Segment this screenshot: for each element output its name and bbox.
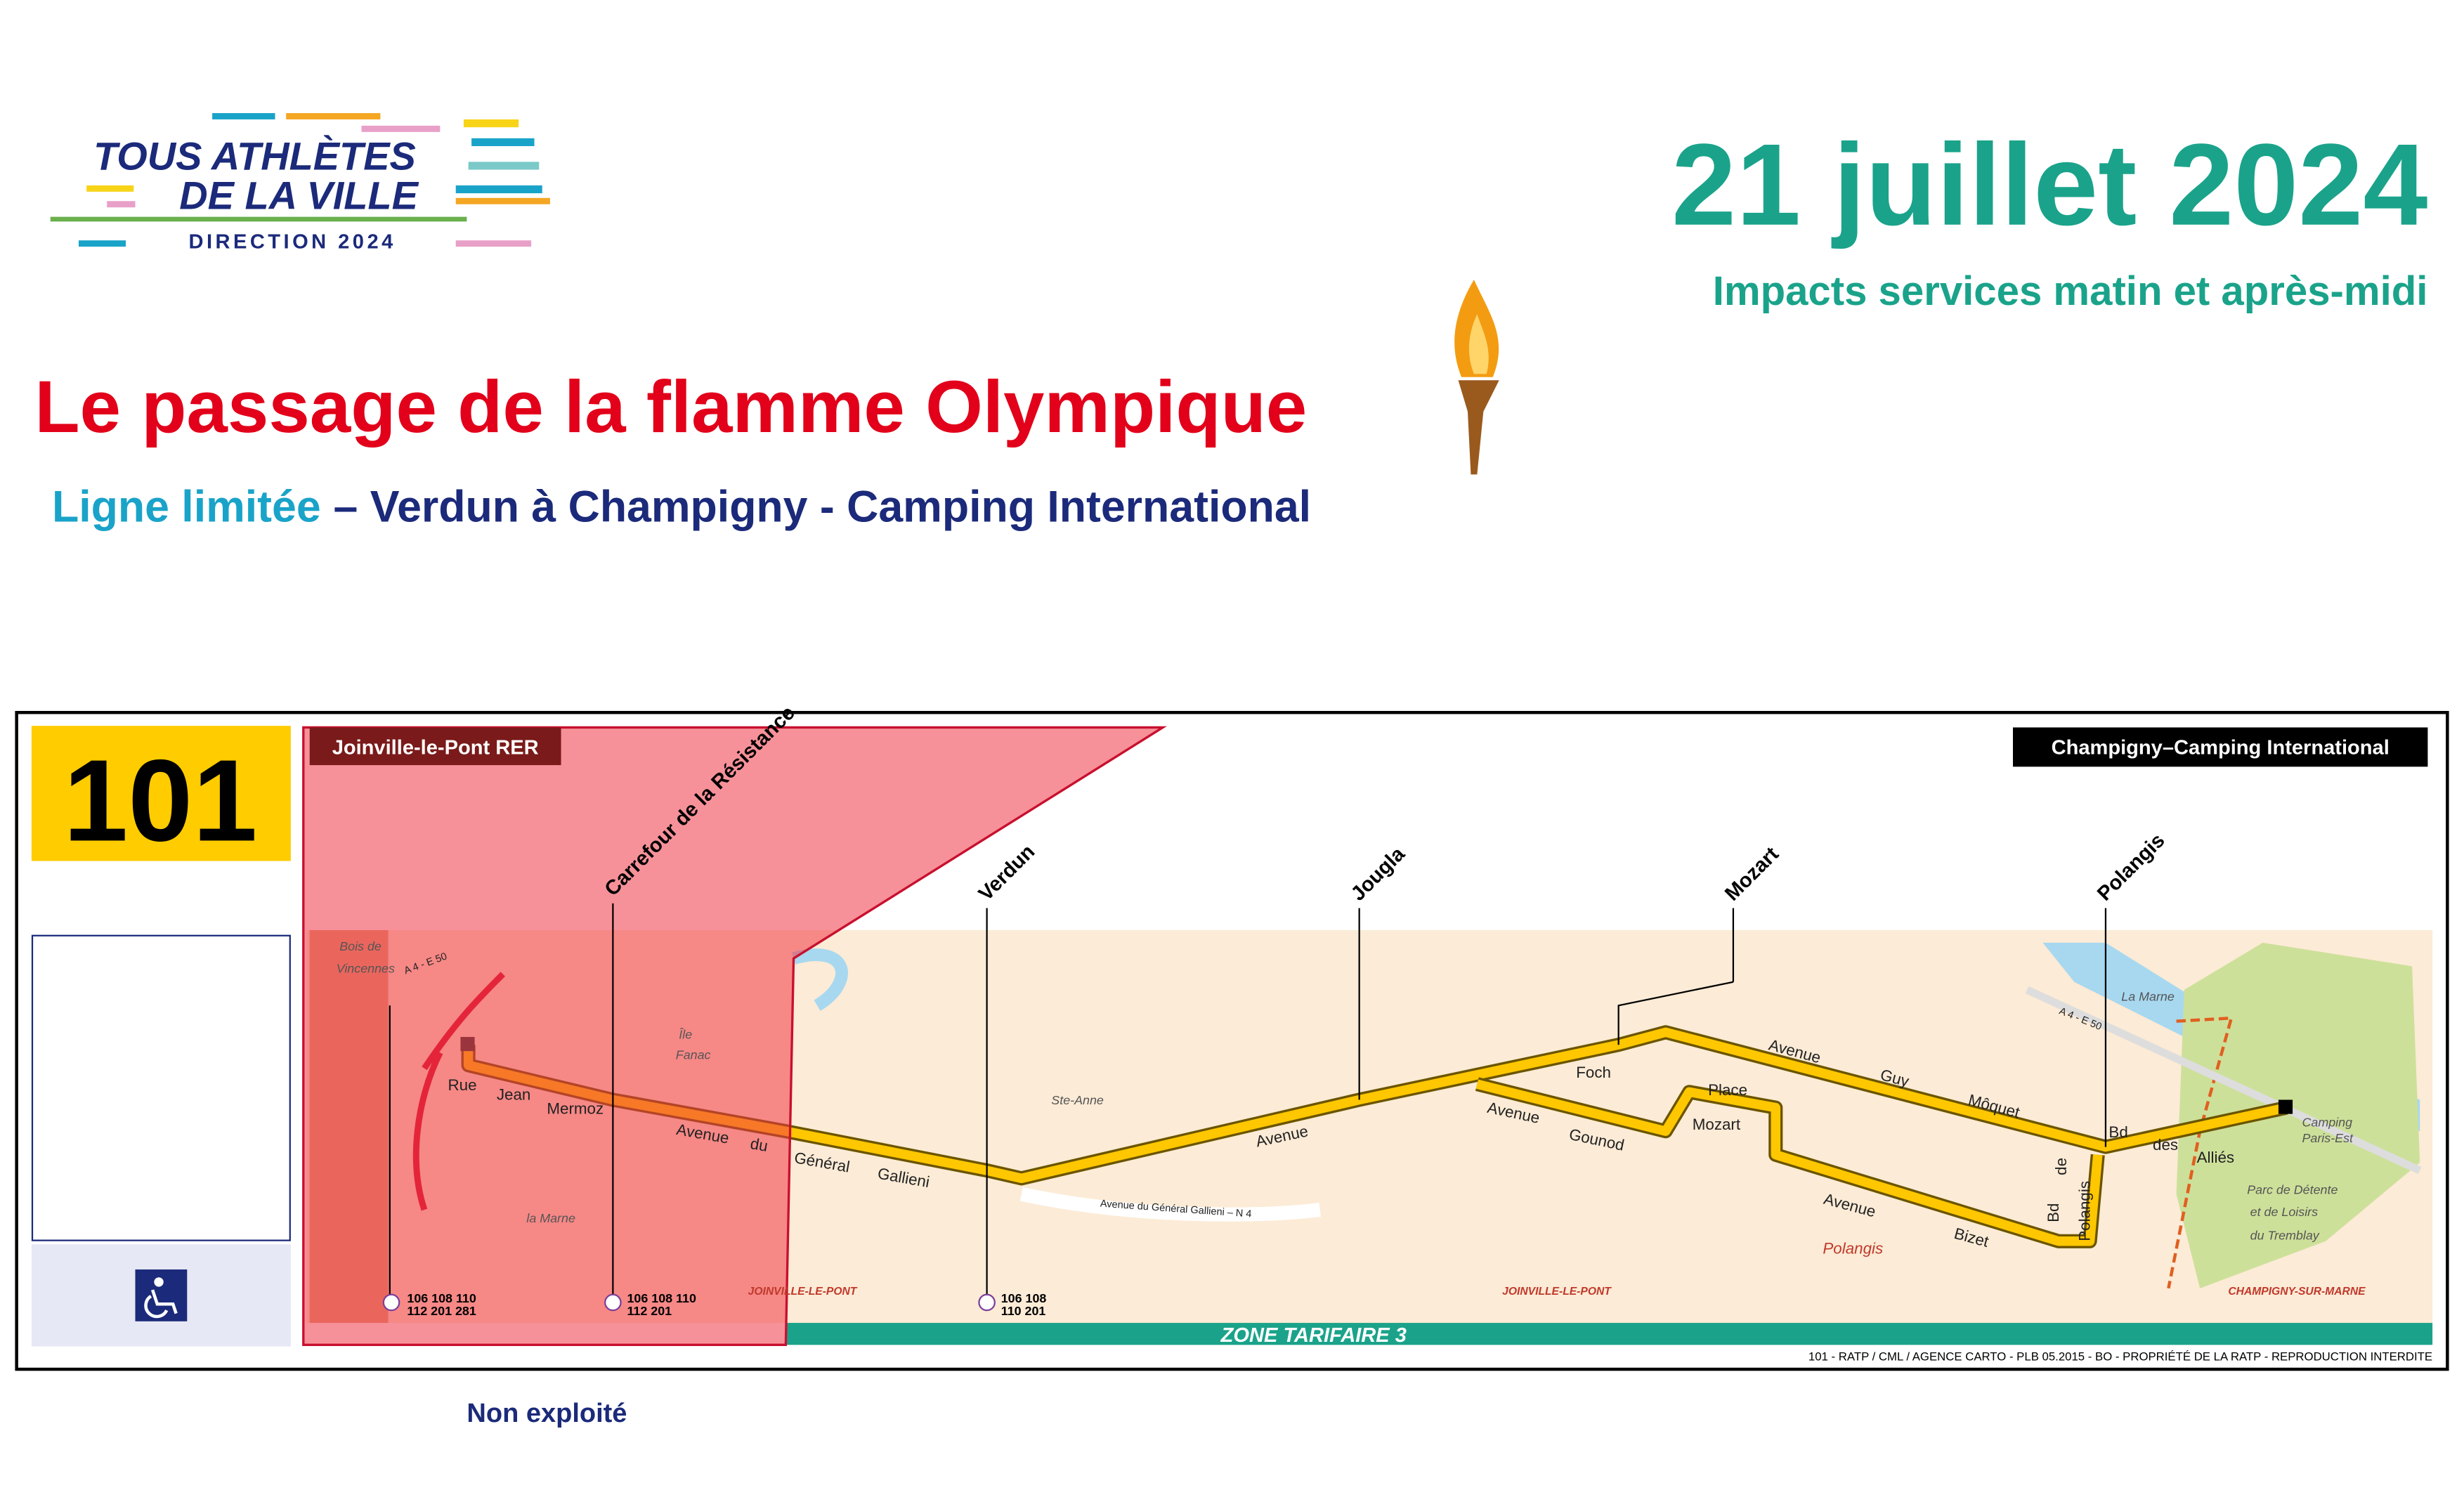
subtitle: Ligne limitée – Verdun à Champigny - Camp… — [52, 482, 1311, 531]
torch — [1454, 280, 1499, 475]
zone-bar — [786, 1323, 2433, 1345]
place-label: Fanac — [676, 1047, 711, 1062]
commune-label: JOINVILLE-LE-PONT — [1502, 1286, 1612, 1298]
subtitle-status: Ligne limitée — [52, 482, 321, 531]
terminus: Champigny–Camping International — [2052, 736, 2390, 759]
logo-text: DIRECTION 2024 — [189, 230, 396, 253]
place-label: Parc de Détente — [2247, 1183, 2338, 1197]
impacts: Impacts services matin et après-midi — [1713, 268, 2428, 314]
wheelchair-icon — [135, 1269, 188, 1321]
street-label: Alliés — [2197, 1149, 2234, 1166]
bus-icon — [604, 1293, 622, 1312]
street-label: de — [2052, 1158, 2070, 1175]
place-label: Camping — [2302, 1116, 2352, 1130]
bus-icon — [978, 1293, 996, 1312]
title: Le passage de la flamme Olympique — [34, 366, 1307, 448]
street-label: Rue — [448, 1076, 477, 1094]
place-label: Polangis — [1823, 1240, 1883, 1258]
line-box — [31, 726, 291, 861]
zone-label: ZONE TARIFAIRE 3 — [1220, 1324, 1407, 1347]
road — [2025, 986, 2422, 1175]
place-label: Bois de — [339, 939, 382, 953]
place-label: Ste-Anne — [1051, 1093, 1104, 1107]
place-label: du Tremblay — [2250, 1229, 2320, 1243]
terminus-box — [2012, 727, 2428, 767]
bus-icon — [382, 1293, 400, 1312]
place-label: Île — [679, 1027, 692, 1041]
street-label: du — [749, 1135, 769, 1155]
origin: Joinville-le-Pont RER — [332, 736, 539, 759]
street-label: Place — [1708, 1081, 1747, 1099]
street-label: Foch — [1576, 1064, 1611, 1081]
stop-connection: 106 108 110 — [627, 1291, 696, 1305]
road — [1019, 1187, 1321, 1222]
commune-label: JOINVILLE-LE-PONT — [748, 1286, 858, 1298]
logo-text: DE LA VILLE — [179, 173, 419, 217]
line-number: 101 — [63, 736, 257, 866]
street-label: Bd — [2045, 1203, 2062, 1222]
street-label: Jean — [497, 1085, 531, 1103]
place-label: la Marne — [526, 1211, 575, 1225]
place-label: Paris-Est — [2302, 1131, 2354, 1145]
street-label: Mermoz — [547, 1100, 604, 1118]
stop-connection: 106 108 — [1001, 1291, 1047, 1305]
place-label: Vincennes — [337, 961, 395, 975]
stop-leader — [1617, 981, 1734, 1045]
street-label: Mozart — [1693, 1116, 1741, 1133]
river — [792, 948, 848, 1011]
logo-text: TOUS ATHLÈTES — [93, 134, 416, 178]
date: 21 juillet 2024 — [1671, 120, 2427, 250]
not-served-area — [302, 726, 1167, 1347]
place-label: La Marne — [2121, 990, 2175, 1004]
commune-label: CHAMPIGNY-SUR-MARNE — [2228, 1286, 2366, 1298]
origin-box — [309, 727, 561, 766]
stop-connection: 110 201 — [1001, 1304, 1046, 1318]
street-label: Bd — [2108, 1123, 2127, 1141]
credit: 101 - RATP / CML / AGENCE CARTO - PLB 05… — [1808, 1350, 2432, 1364]
place-label: et de Loisirs — [2250, 1205, 2318, 1219]
logo: TOUS ATHLÈTES DE LA VILLE DIRECTION 2024 — [50, 113, 550, 253]
not-served-label: Non exploité — [467, 1399, 627, 1428]
info-box — [31, 934, 291, 1241]
stop-connection: 106 108 110 — [407, 1291, 476, 1305]
stop-connection: 112 201 281 — [407, 1304, 476, 1318]
subtitle-route: – Verdun à Champigny - Camping Internati… — [334, 482, 1312, 531]
street-label: Polangis — [2076, 1181, 2094, 1241]
street-label: des — [2153, 1136, 2178, 1154]
stop-connection: 112 201 — [627, 1304, 672, 1318]
